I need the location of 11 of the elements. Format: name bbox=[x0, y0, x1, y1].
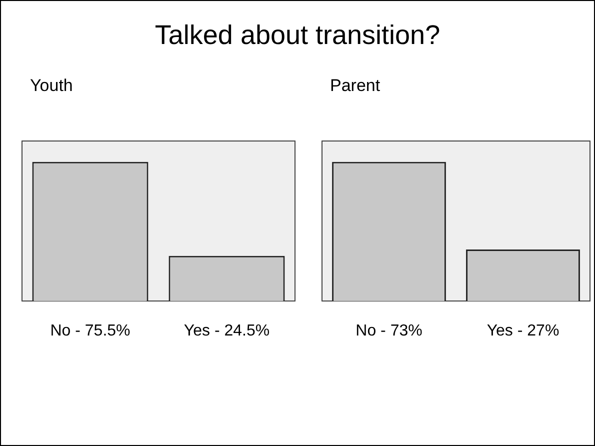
data-label: 73% bbox=[390, 322, 422, 340]
data-label: 27% bbox=[527, 322, 560, 340]
chart-title: Talked about transition? bbox=[154, 20, 442, 51]
chart-subtitle: Parent bbox=[330, 76, 380, 96]
x-tick-label: Yes - bbox=[184, 322, 220, 340]
x-tick-label: No - bbox=[50, 322, 80, 340]
data-label: 75.5% bbox=[84, 322, 130, 340]
x-tick-label: No - bbox=[356, 322, 386, 340]
x-tick-label: Yes - bbox=[486, 322, 523, 340]
chart-subtitle: Youth bbox=[30, 76, 73, 96]
data-label: 24.5% bbox=[224, 322, 270, 340]
